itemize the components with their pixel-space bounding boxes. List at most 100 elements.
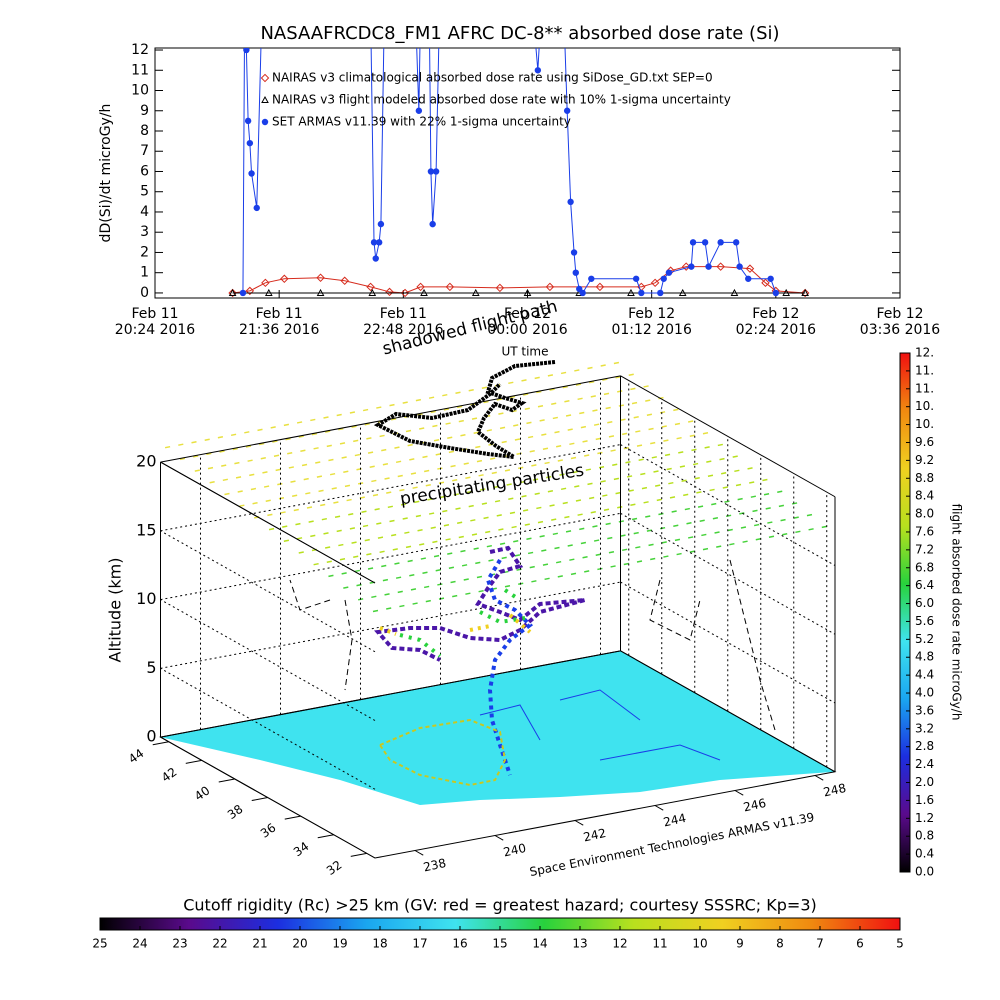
particle-dash: [285, 437, 291, 441]
particle-dash: [608, 435, 615, 438]
particle-dash: [646, 529, 653, 532]
particle-dash: [249, 473, 255, 477]
particle-dash: [356, 583, 362, 587]
legend-label: NAIRAS v3 climatological absorbed dose r…: [272, 71, 713, 85]
particle-dash: [445, 422, 451, 425]
particle-dash: [499, 426, 506, 430]
particle-dash: [603, 392, 610, 396]
particle-dash: [485, 530, 491, 534]
particle-dash: [523, 393, 529, 396]
particle-dash: [463, 578, 469, 581]
particle-dash: [458, 535, 464, 539]
particle-dash: [435, 569, 441, 572]
particle-dash: [292, 494, 298, 498]
legend-marker: [261, 95, 269, 103]
particle-dash: [593, 539, 600, 542]
particle-dash: [379, 550, 385, 554]
particle-dash: [338, 543, 344, 547]
colorbar-label: flight absorbed dose rate microGy/h: [950, 504, 964, 721]
particle-dash: [547, 490, 554, 493]
particle-dash: [600, 364, 606, 367]
particle-dash: [763, 492, 770, 496]
particle-dash: [569, 558, 575, 561]
particle-dash: [466, 490, 473, 494]
particle-dash: [587, 482, 593, 486]
particle-dash: [333, 501, 339, 504]
colorbar-tick-label: 15: [492, 937, 507, 951]
particle-dash: [295, 522, 301, 526]
particle-dash: [463, 462, 469, 465]
particle-dash: [663, 555, 669, 558]
particle-dash: [636, 560, 643, 563]
particle-dash: [625, 461, 631, 464]
particle-dash: [283, 423, 290, 427]
particle-dash: [341, 456, 347, 459]
particle-dash: [559, 473, 565, 476]
marker: [261, 278, 270, 288]
particle-dash: [417, 528, 423, 532]
particle-dash: [325, 546, 331, 549]
particle-dash: [384, 477, 390, 480]
y-tick-label: 0: [140, 285, 149, 301]
particle-dash: [623, 562, 629, 566]
particle-dash: [560, 487, 567, 491]
x-tick-label: 246: [742, 796, 767, 814]
particle-dash: [455, 507, 461, 510]
marker: [400, 288, 410, 298]
colorbar-tick-label: 9.6: [915, 435, 934, 449]
particle-dash: [658, 512, 664, 516]
particle-dash: [686, 522, 692, 525]
particle-dash: [585, 468, 591, 471]
particle-dash: [539, 535, 545, 538]
series-line: [232, 266, 806, 294]
particle-dash: [234, 461, 240, 465]
particle-dash: [384, 593, 390, 596]
particle-dash: [395, 460, 402, 464]
particle-dash: [742, 540, 748, 543]
particle-dash: [777, 490, 783, 493]
z-grid-line: [160, 581, 621, 669]
colorbar-tick-label: 4.4: [915, 668, 934, 682]
particle-dash: [569, 442, 575, 446]
tick-label-line: Feb 12: [504, 306, 551, 322]
particle-dash: [362, 408, 369, 412]
x-tick-label: Feb 12 02:24 2016: [736, 306, 817, 338]
particle-dash: [252, 501, 258, 505]
y-tick-label: 3: [140, 224, 149, 240]
particle-dash: [622, 432, 628, 436]
particle-dash: [808, 528, 814, 531]
z-grid-line: [620, 375, 836, 498]
marker: [717, 239, 724, 246]
colorbar-tick-label: 11.: [915, 381, 934, 395]
particle-dash: [435, 453, 441, 456]
particle-dash: [754, 523, 760, 527]
particle-dash: [473, 547, 479, 550]
particle-dash: [610, 565, 616, 568]
particle-dash: [422, 455, 428, 459]
particle-dash: [716, 545, 722, 548]
marker: [732, 239, 740, 246]
particle-dash: [597, 451, 603, 455]
particle-dash: [767, 521, 773, 524]
particle-dash: [387, 505, 393, 509]
particle-dash: [475, 445, 481, 449]
particle-dash: [574, 485, 580, 488]
colorbar-tick-label: 21: [252, 937, 267, 951]
y-tick: [218, 778, 235, 783]
particle-dash: [514, 554, 521, 557]
particle-dash: [308, 520, 314, 523]
particle-dash: [607, 420, 613, 424]
colorbar-tick-label: 8.0: [915, 507, 934, 521]
particle-dash: [488, 559, 494, 562]
particle-dash: [193, 455, 199, 458]
marker: [665, 269, 673, 276]
particle-dash: [532, 478, 539, 481]
particle-dash: [643, 385, 649, 388]
marker: [316, 273, 325, 282]
particle-dash: [547, 374, 554, 377]
particle-dash: [364, 538, 370, 542]
y-tick-label: 8: [140, 123, 149, 139]
particle-dash: [267, 513, 273, 517]
tick-label-line: 02:24 2016: [736, 322, 817, 338]
marker: [782, 288, 791, 296]
